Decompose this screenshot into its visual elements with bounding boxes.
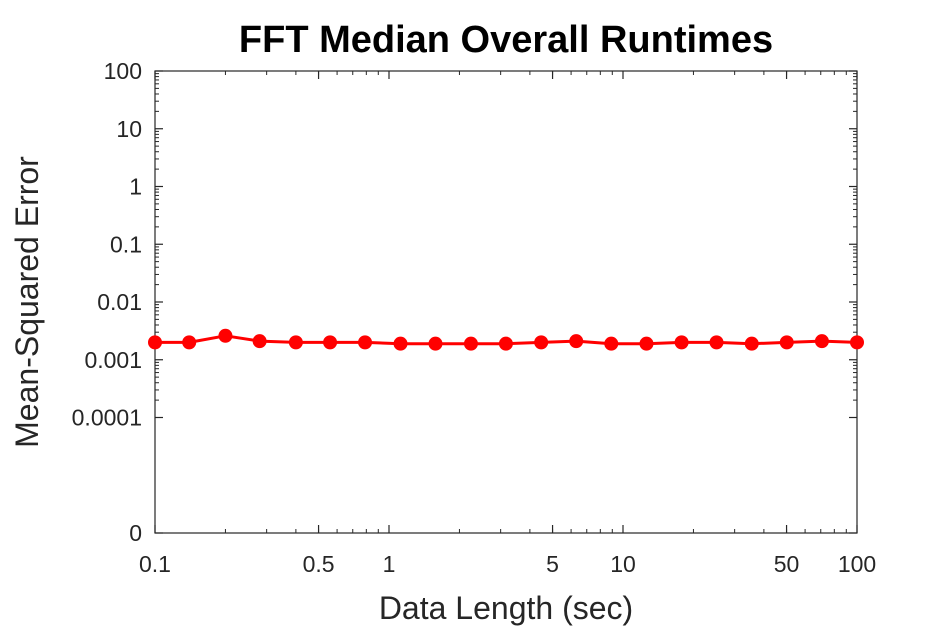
data-point bbox=[148, 335, 162, 350]
data-point bbox=[709, 335, 724, 350]
data-point bbox=[534, 335, 549, 350]
data-point bbox=[252, 334, 267, 349]
y-tick-label: 0.001 bbox=[84, 347, 142, 373]
x-tick-label: 50 bbox=[774, 551, 800, 577]
data-point bbox=[814, 334, 829, 349]
data-point bbox=[182, 335, 197, 350]
y-tick-label: 10 bbox=[116, 116, 142, 142]
data-point bbox=[744, 336, 759, 351]
data-point bbox=[569, 334, 584, 349]
y-axis-label: Mean-Squared Error bbox=[9, 156, 45, 448]
x-tick-label: 1 bbox=[383, 551, 396, 577]
data-point bbox=[463, 336, 478, 351]
plot-frame bbox=[154, 70, 858, 534]
data-point bbox=[323, 335, 338, 350]
data-point bbox=[850, 335, 864, 350]
y-tick-label: 0.1 bbox=[110, 231, 142, 257]
data-point bbox=[358, 335, 373, 350]
x-tick-label: 10 bbox=[610, 551, 636, 577]
x-tick-labels: 0.1 0.5 1 5 10 50 100 bbox=[139, 551, 876, 577]
data-point bbox=[604, 336, 619, 351]
x-tick-label: 100 bbox=[838, 551, 876, 577]
data-point bbox=[218, 328, 233, 343]
major-ticks bbox=[154, 70, 858, 534]
chart-title: FFT Median Overall Runtimes bbox=[239, 19, 773, 61]
data-point bbox=[674, 335, 689, 350]
data-point bbox=[428, 336, 443, 351]
data-point bbox=[779, 335, 794, 350]
x-axis-label: Data Length (sec) bbox=[379, 590, 633, 626]
data-point bbox=[639, 336, 654, 351]
y-tick-label: 100 bbox=[104, 58, 142, 84]
data-point bbox=[393, 336, 408, 351]
x-tick-label: 0.5 bbox=[303, 551, 335, 577]
y-tick-label: 0.0001 bbox=[72, 405, 142, 431]
data-point bbox=[498, 336, 513, 351]
y-tick-label: 0 bbox=[129, 520, 142, 546]
y-tick-labels: 0 0.0001 0.001 0.01 0.1 1 10 100 bbox=[72, 58, 142, 546]
y-tick-label: 1 bbox=[129, 174, 142, 200]
data-point bbox=[288, 335, 303, 350]
x-tick-label: 0.1 bbox=[139, 551, 171, 577]
plot-area bbox=[154, 70, 858, 534]
series-layer bbox=[148, 328, 864, 351]
x-tick-label: 5 bbox=[546, 551, 559, 577]
y-tick-label: 0.01 bbox=[97, 289, 142, 315]
